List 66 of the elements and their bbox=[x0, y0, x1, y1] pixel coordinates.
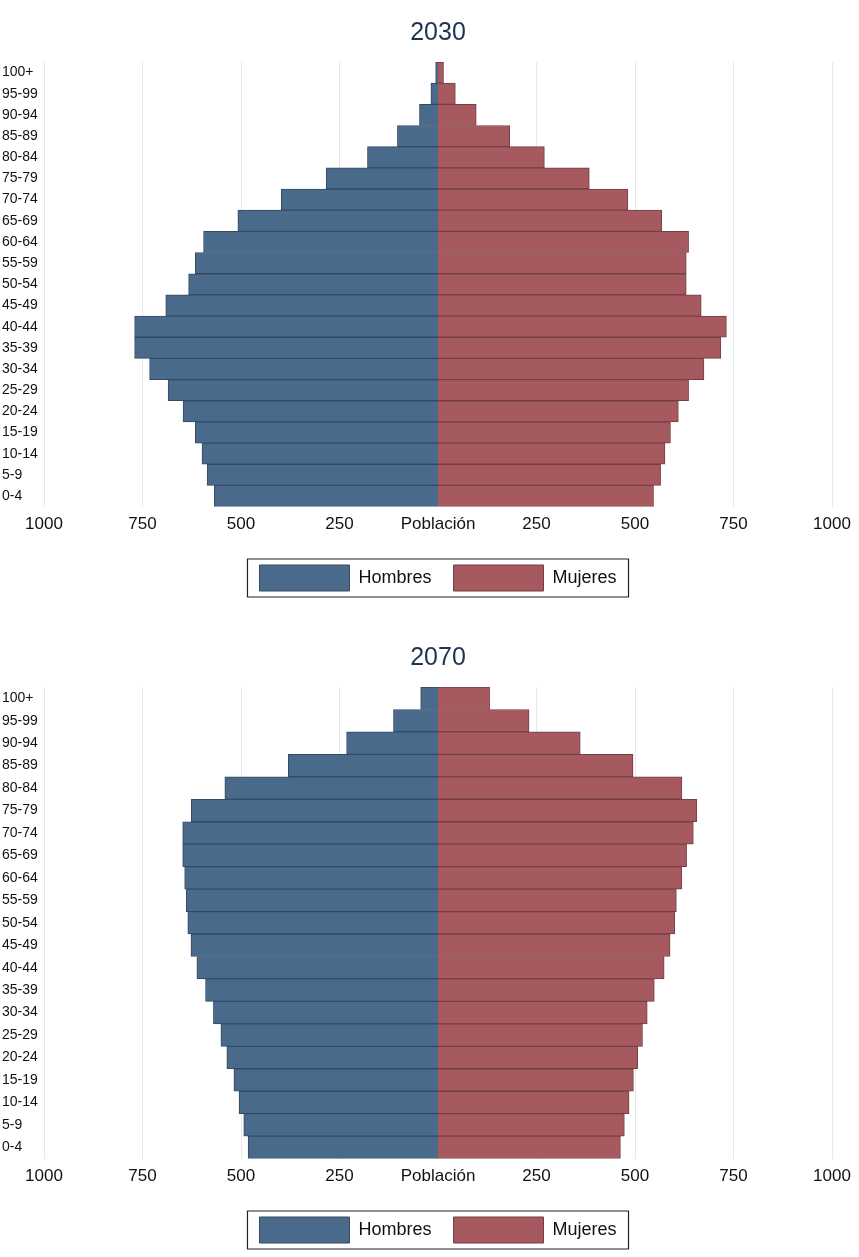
x-tick-label: 750 bbox=[719, 514, 748, 534]
x-tick-label: 750 bbox=[719, 1166, 748, 1186]
x-tick-label: 250 bbox=[522, 514, 551, 534]
y-tick-label: 80-84 bbox=[2, 148, 39, 165]
y-tick-label: 15-19 bbox=[2, 1070, 39, 1087]
y-tick-label: 30-34 bbox=[2, 359, 39, 376]
y-tick-label: 90-94 bbox=[2, 105, 39, 122]
chart-title: 2070 bbox=[410, 641, 466, 670]
y-tick-label: 5-9 bbox=[2, 1115, 23, 1132]
x-tick-label: 500 bbox=[226, 1166, 256, 1186]
y-tick-label: 30-34 bbox=[2, 1003, 39, 1020]
y-tick-label: 95-99 bbox=[2, 84, 39, 101]
y-tick-label: 65-69 bbox=[2, 211, 39, 228]
x-tick-label: 250 bbox=[325, 1166, 354, 1186]
y-tick-label: 80-84 bbox=[2, 778, 39, 795]
x-tick-label: 750 bbox=[128, 1166, 157, 1186]
legend-label: Mujeres bbox=[552, 566, 617, 587]
y-tick-label: 10-14 bbox=[2, 444, 39, 461]
y-tick-label: 10-14 bbox=[2, 1093, 39, 1110]
x-tick-label: 1000 bbox=[813, 514, 851, 534]
y-tick-label: 60-64 bbox=[2, 868, 39, 885]
x-tick-label: 250 bbox=[522, 1166, 551, 1186]
legend-label: Mujeres bbox=[552, 1218, 617, 1239]
y-tick-label: 70-74 bbox=[2, 823, 39, 840]
legend-label: Hombres bbox=[358, 1218, 432, 1239]
y-tick-label: 90-94 bbox=[2, 734, 39, 750]
y-tick-label: 5-9 bbox=[2, 465, 23, 482]
y-tick-label: 45-49 bbox=[2, 296, 39, 313]
y-tick-label: 70-74 bbox=[2, 190, 39, 207]
y-tick-label: 60-64 bbox=[2, 232, 39, 249]
y-tick-label: 50-54 bbox=[2, 275, 39, 292]
y-tick-label: 55-59 bbox=[2, 891, 39, 908]
y-tick-label: 20-24 bbox=[2, 402, 39, 419]
x-tick-label: 1000 bbox=[813, 1166, 851, 1186]
legend-label: Hombres bbox=[358, 566, 432, 587]
y-tick-label: 0-4 bbox=[2, 1138, 23, 1155]
y-tick-label: 0-4 bbox=[2, 486, 23, 503]
y-tick-label: 35-39 bbox=[2, 338, 39, 355]
x-tick-label: 1000 bbox=[25, 514, 63, 534]
chart-title: 2030 bbox=[410, 16, 466, 45]
x-axis-title: Población bbox=[400, 1166, 476, 1186]
y-tick-label: 75-79 bbox=[2, 801, 39, 818]
y-tick-label: 85-89 bbox=[2, 756, 39, 773]
y-tick-label: 45-49 bbox=[2, 936, 39, 953]
y-tick-label: 25-29 bbox=[2, 381, 39, 398]
x-tick-label: 500 bbox=[620, 514, 650, 534]
y-tick-label: 55-59 bbox=[2, 253, 39, 270]
x-tick-label: 500 bbox=[620, 1166, 650, 1186]
y-tick-label: 95-99 bbox=[2, 711, 39, 728]
y-tick-label: 40-44 bbox=[2, 958, 39, 975]
y-tick-label: 75-79 bbox=[2, 169, 39, 186]
y-tick-label: 40-44 bbox=[2, 317, 39, 334]
x-tick-label: 750 bbox=[128, 514, 157, 534]
y-tick-label: 35-39 bbox=[2, 981, 39, 998]
x-tick-label: 500 bbox=[226, 514, 256, 534]
y-tick-label: 20-24 bbox=[2, 1048, 39, 1065]
x-tick-label: 1000 bbox=[25, 1166, 63, 1186]
y-tick-label: 15-19 bbox=[2, 423, 39, 440]
y-tick-label: 100+ bbox=[2, 63, 34, 80]
y-tick-label: 65-69 bbox=[2, 846, 39, 863]
y-tick-label: 100+ bbox=[2, 689, 34, 706]
y-tick-label: 25-29 bbox=[2, 1025, 39, 1042]
x-tick-label: 250 bbox=[325, 514, 354, 534]
x-axis-title: Población bbox=[400, 514, 476, 534]
y-tick-label: 85-89 bbox=[2, 126, 39, 143]
y-tick-label: 50-54 bbox=[2, 913, 39, 930]
